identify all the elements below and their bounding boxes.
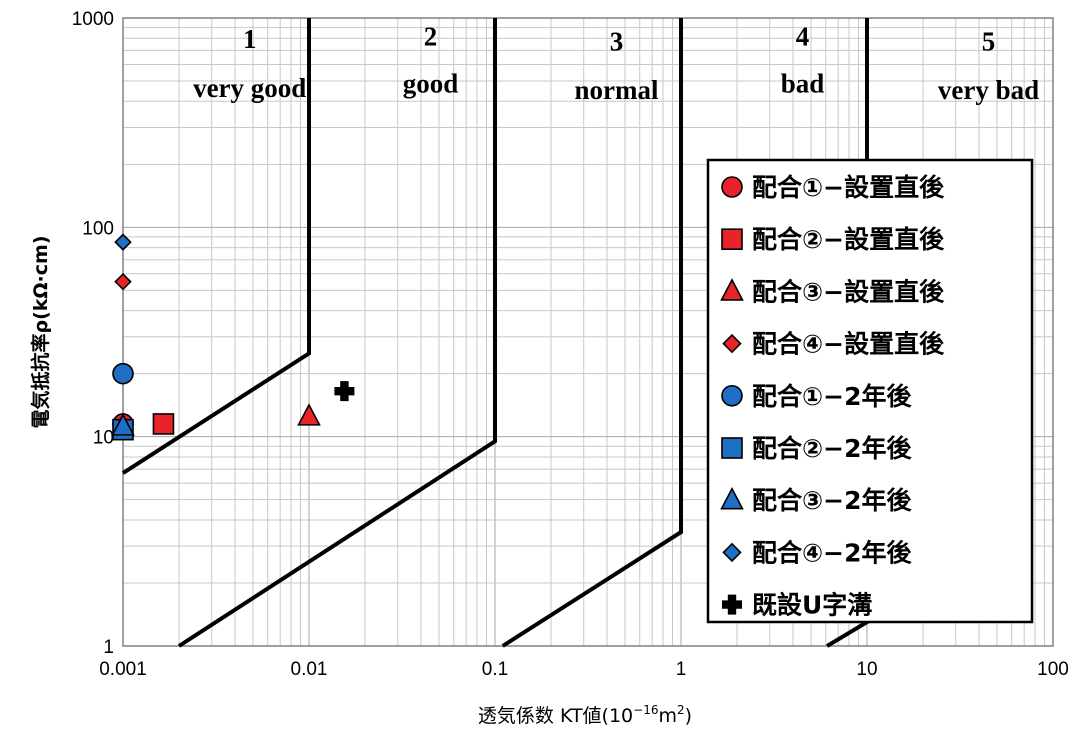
x-tick-label: 100 <box>1037 659 1069 680</box>
class-label: very good <box>193 73 306 103</box>
class-boundary-line <box>501 18 683 648</box>
legend-label: 配合②−2年後 <box>752 434 913 463</box>
plot-frame <box>122 17 1054 647</box>
y-axis-label: 電気抵抗率ρ(kΩ·cm) <box>29 235 52 428</box>
legend-item: 配合①−設置直後 <box>721 173 945 202</box>
y-tick-label: 100 <box>82 218 114 239</box>
legend-marker <box>722 594 742 615</box>
legend: 配合①−設置直後配合②−設置直後配合③−設置直後配合④−設置直後配合①−2年後配… <box>706 158 1034 624</box>
data-point <box>112 362 134 385</box>
data-point <box>114 272 132 291</box>
x-tick-label: 1 <box>676 659 687 680</box>
legend-marker <box>720 278 744 301</box>
legend-marker <box>720 486 744 510</box>
legend-label: 配合③−設置直後 <box>752 277 945 306</box>
data-point <box>111 413 135 436</box>
axis-ticks: 0.001 0.01 0.1 1 10 100 1 10 100 1000 <box>72 9 1069 680</box>
class-boundary-line <box>121 18 311 475</box>
legend-item: 既設U字溝 <box>722 591 872 620</box>
x-axis-label: 透気係数 KT値(10−16m2) <box>478 703 692 727</box>
legend-item: 配合②−設置直後 <box>721 225 945 254</box>
legend-label: 配合③−2年後 <box>752 486 913 515</box>
class-number: 2 <box>424 21 438 51</box>
class-label: very bad <box>938 75 1039 105</box>
data-point <box>297 403 321 426</box>
data-point <box>114 233 132 251</box>
class-label: good <box>403 69 459 99</box>
data-point <box>334 381 355 402</box>
legend-box <box>706 158 1034 624</box>
class-boundary-line <box>177 18 497 648</box>
legend-marker <box>721 176 743 198</box>
legend-item: 配合④−設置直後 <box>722 330 945 359</box>
legend-label: 配合②−設置直後 <box>752 225 945 254</box>
x-tick-label: 10 <box>856 659 877 680</box>
legend-item: 配合③−設置直後 <box>720 277 945 306</box>
class-labels: 1 very good 2 good 3 normal 4 bad 5 very bad <box>193 21 1039 105</box>
legend-marker <box>722 542 742 563</box>
legend-label: 配合①−2年後 <box>752 382 913 411</box>
x-tick-label: 0.001 <box>99 659 147 680</box>
class-number: 3 <box>610 26 624 56</box>
y-tick-label: 1 <box>103 637 114 658</box>
legend-label: 既設U字溝 <box>752 591 872 620</box>
legend-label: 配合④−2年後 <box>752 538 913 567</box>
legend-item: 配合②−2年後 <box>721 434 913 463</box>
legend-marker <box>721 384 743 407</box>
class-label: bad <box>781 69 825 99</box>
y-tick-label: 10 <box>93 428 114 449</box>
x-tick-label: 0.01 <box>291 659 328 680</box>
legend-item: 配合④−2年後 <box>722 538 913 567</box>
legend-marker <box>721 437 743 459</box>
class-number: 1 <box>243 24 257 54</box>
data-points <box>111 233 355 441</box>
x-tick-label: 0.1 <box>482 659 508 680</box>
legend-label: 配合①−設置直後 <box>752 173 945 202</box>
y-tick-label: 1000 <box>72 9 114 30</box>
legend-label: 配合④−設置直後 <box>752 330 945 359</box>
legend-item: 配合①−2年後 <box>721 382 913 411</box>
data-point <box>152 413 175 435</box>
class-label: normal <box>574 75 658 105</box>
class-number: 5 <box>982 26 996 56</box>
legend-item: 配合③−2年後 <box>720 486 913 515</box>
class-number: 4 <box>796 21 810 51</box>
legend-marker <box>722 333 742 354</box>
legend-marker <box>721 228 743 250</box>
